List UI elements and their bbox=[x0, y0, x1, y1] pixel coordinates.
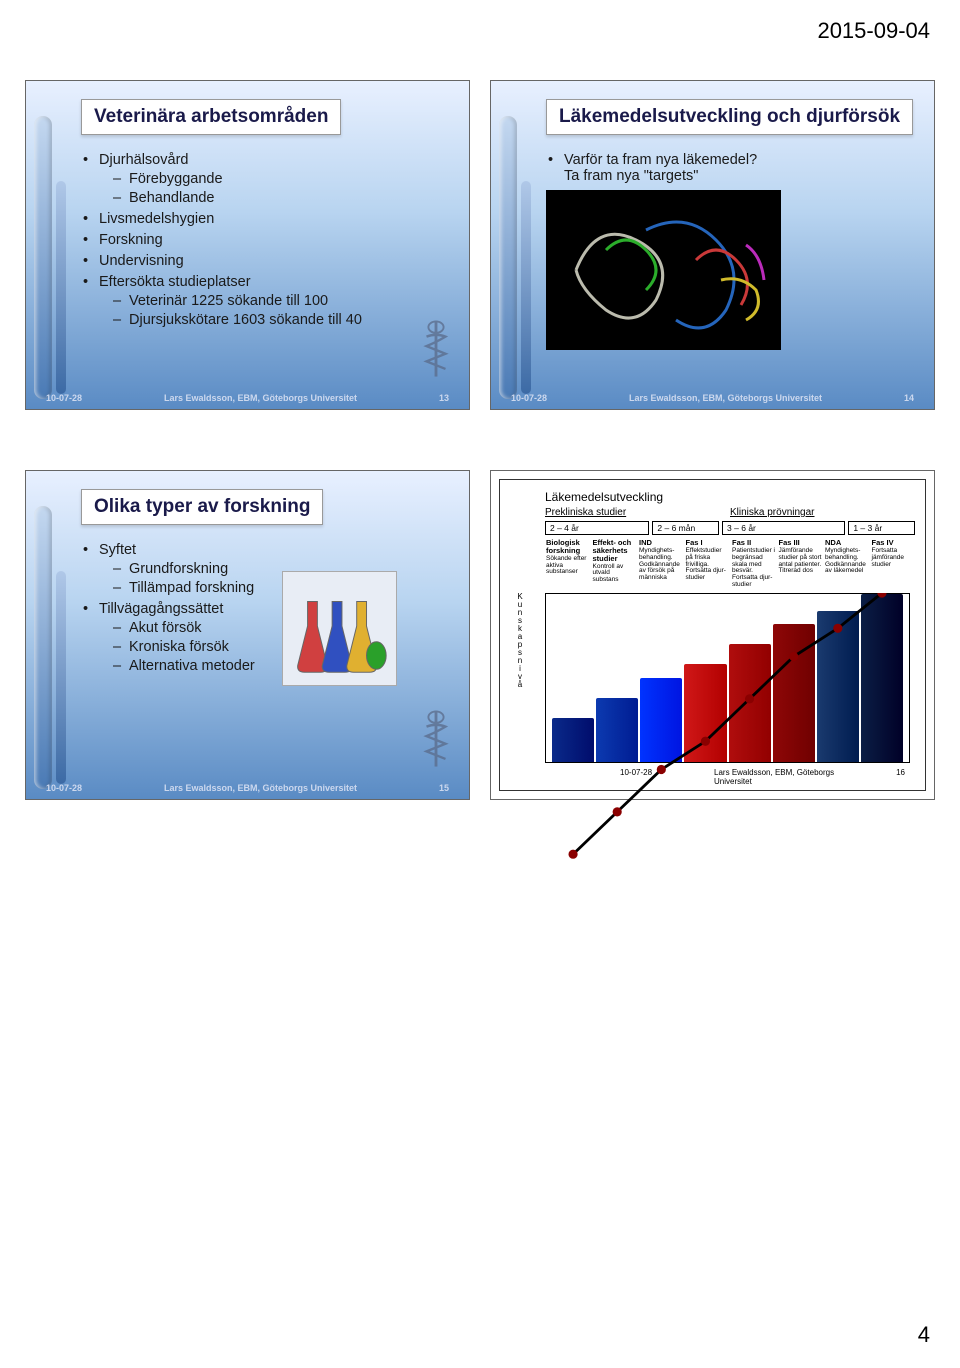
phase-header: Biologisk forskningSökande efter aktiva … bbox=[545, 539, 590, 589]
slide-title-text: Olika typer av forskning bbox=[94, 496, 310, 518]
slide-title: Läkemedelsutveckling och djurförsök bbox=[546, 99, 913, 135]
timeline-box: 2 – 6 mån bbox=[652, 521, 719, 535]
list-subitem: Grundforskning bbox=[113, 561, 449, 577]
list-item: Forskning bbox=[81, 232, 449, 248]
footer-author: Lars Ewaldsson, EBM, Göteborgs Universit… bbox=[629, 393, 822, 403]
list-subitem: Akut försök bbox=[113, 620, 449, 636]
slide-footer: 10-07-28 Lars Ewaldsson, EBM, Göteborgs … bbox=[46, 393, 449, 403]
slides-grid: Veterinära arbetsområden DjurhälsovårdFö… bbox=[25, 80, 935, 800]
list-item: Livsmedelshygien bbox=[81, 211, 449, 227]
chart-bar bbox=[640, 678, 682, 762]
slide-number: 16 bbox=[896, 768, 905, 786]
chart-bar bbox=[552, 718, 594, 762]
slide-3: Olika typer av forskning SyftetGrundfors… bbox=[25, 470, 470, 800]
flask-image-placeholder bbox=[282, 571, 397, 686]
chart-bar bbox=[861, 594, 903, 762]
slide-content: Varför ta fram nya läkemedel? Ta fram ny… bbox=[546, 152, 914, 350]
slide-title: Olika typer av forskning bbox=[81, 489, 323, 525]
slide-footer: 10-07-28 Lars Ewaldsson, EBM, Göteborgs … bbox=[46, 783, 449, 793]
chart-bars bbox=[545, 593, 910, 763]
footer-date: 10-07-28 bbox=[46, 393, 82, 403]
phase-header-row: Biologisk forskningSökande efter aktiva … bbox=[545, 539, 915, 589]
slide-2: Läkemedelsutveckling och djurförsök Varf… bbox=[490, 80, 935, 410]
chart-y-label: Kunskapsnivå bbox=[510, 593, 530, 763]
chart-container: Läkemedelsutveckling Prekliniska studier… bbox=[499, 479, 926, 791]
slide-content: DjurhälsovårdFörebyggandeBehandlandeLivs… bbox=[81, 152, 449, 328]
list-item: Undervisning bbox=[81, 253, 449, 269]
phase-header: Fas IIIJämförande studier på stort antal… bbox=[778, 539, 823, 589]
timeline-box: 2 – 4 år bbox=[545, 521, 649, 535]
chart-footer: 10-07-28 Lars Ewaldsson, EBM, GöteborgsU… bbox=[620, 768, 905, 786]
list-item: Eftersökta studieplatserVeterinär 1225 s… bbox=[81, 274, 449, 328]
footer-date: 10-07-28 bbox=[46, 783, 82, 793]
list-item: DjurhälsovårdFörebyggandeBehandlande bbox=[81, 152, 449, 206]
bullet-subtext: Ta fram nya "targets" bbox=[564, 168, 698, 184]
slide-1: Veterinära arbetsområden DjurhälsovårdFö… bbox=[25, 80, 470, 410]
caduceus-icon bbox=[417, 315, 455, 383]
header-date: 2015-09-04 bbox=[817, 18, 930, 44]
list-subitem: Alternativa metoder bbox=[113, 658, 449, 674]
timeline-row: 2 – 4 år2 – 6 mån3 – 6 år1 – 3 år bbox=[545, 521, 915, 535]
footer-author: Lars Ewaldsson, EBM, Göteborgs Universit… bbox=[164, 393, 357, 403]
chart-title: Läkemedelsutveckling bbox=[545, 490, 915, 504]
list-subitem: Kroniska försök bbox=[113, 639, 449, 655]
slide-title: Veterinära arbetsområden bbox=[81, 99, 341, 135]
slide-number: 14 bbox=[904, 393, 914, 403]
phase-header: Fas IVFortsatta jämförande studier bbox=[871, 539, 916, 589]
slide-title-text: Läkemedelsutveckling och djurförsök bbox=[559, 106, 900, 128]
caduceus-icon bbox=[417, 705, 455, 773]
protein-image-placeholder bbox=[546, 190, 781, 350]
chart-bar bbox=[684, 664, 726, 761]
phase-header: Fas IIPatientstudier i begränsad skala m… bbox=[731, 539, 776, 589]
slide-number: 15 bbox=[439, 783, 449, 793]
chart-body: Kunskapsnivå bbox=[535, 593, 915, 763]
chart-bar bbox=[729, 644, 771, 762]
page-number: 4 bbox=[918, 1322, 930, 1348]
phase-header: Effekt- och säkerhets studierKontroll av… bbox=[592, 539, 637, 589]
footer-author: Lars Ewaldsson, EBM, GöteborgsUniversite… bbox=[714, 768, 834, 786]
chart-bar bbox=[817, 611, 859, 762]
chart-subheaders: Prekliniska studier Kliniska prövningar bbox=[545, 507, 915, 518]
footer-author: Lars Ewaldsson, EBM, Göteborgs Universit… bbox=[164, 783, 357, 793]
footer-date: 10-07-28 bbox=[620, 768, 652, 786]
slide-4: Läkemedelsutveckling Prekliniska studier… bbox=[490, 470, 935, 800]
subheader-right: Kliniska prövningar bbox=[730, 507, 915, 518]
chart-bar bbox=[596, 698, 638, 762]
list-subitem: Behandlande bbox=[113, 190, 449, 206]
list-subitem: Förebyggande bbox=[113, 171, 449, 187]
chart-bar bbox=[773, 624, 815, 762]
slide-number: 13 bbox=[439, 393, 449, 403]
slide-footer: 10-07-28 Lars Ewaldsson, EBM, Göteborgs … bbox=[511, 393, 914, 403]
footer-date: 10-07-28 bbox=[511, 393, 547, 403]
bullet-text: Varför ta fram nya läkemedel? bbox=[564, 152, 757, 168]
list-subitem: Tillämpad forskning bbox=[113, 580, 449, 596]
phase-header: Fas IEffektstudier på friska frivilliga.… bbox=[685, 539, 730, 589]
subheader-left: Prekliniska studier bbox=[545, 507, 730, 518]
phase-header: NDAMyndighets-behandling. Godkännande av… bbox=[824, 539, 869, 589]
timeline-box: 3 – 6 år bbox=[722, 521, 845, 535]
list-subitem: Veterinär 1225 sökande till 100 bbox=[113, 293, 449, 309]
slide-title-text: Veterinära arbetsområden bbox=[94, 106, 328, 128]
phase-header: INDMyndighets-behandling. Godkännande av… bbox=[638, 539, 683, 589]
list-subitem: Djursjukskötare 1603 sökande till 40 bbox=[113, 312, 449, 328]
timeline-box: 1 – 3 år bbox=[848, 521, 915, 535]
